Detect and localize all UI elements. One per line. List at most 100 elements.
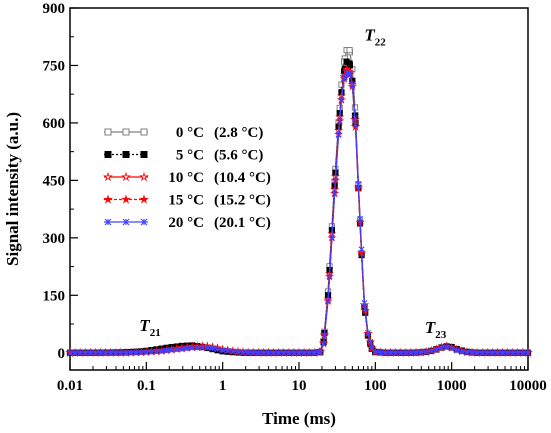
data-point [338, 96, 345, 103]
data-point [97, 349, 104, 356]
annotations: T21 T22 T23 [139, 25, 446, 341]
legend-label-temp: 0 °C [176, 125, 204, 141]
data-point [525, 349, 531, 356]
legend-item-2: 5 °C (5.6 °C) [104, 148, 263, 164]
data-point [387, 349, 394, 356]
data-point [234, 348, 241, 355]
data-point [296, 349, 302, 356]
legend-label-temp: 15 °C [168, 193, 204, 209]
data-point [199, 344, 206, 351]
data-point [245, 349, 252, 356]
data-point [133, 349, 140, 356]
x-tick-label: 0.01 [57, 378, 83, 394]
data-point [423, 348, 430, 355]
data-point [499, 349, 506, 356]
data-point [392, 349, 399, 356]
y-tick-label: 0 [58, 346, 66, 362]
data-point [458, 348, 465, 355]
data-point [189, 344, 196, 351]
data-point [377, 349, 384, 356]
data-point [306, 349, 313, 356]
y-tick-label: 150 [43, 288, 66, 304]
data-point [489, 349, 496, 356]
data-point [103, 171, 113, 182]
data-point [479, 349, 486, 356]
data-point [178, 346, 185, 352]
data-point [514, 349, 521, 356]
series-line [70, 49, 528, 354]
data-point [372, 349, 379, 355]
data-point [301, 349, 308, 356]
legend-label-measured: (20.1 °C) [214, 215, 271, 231]
data-point [364, 329, 371, 336]
data-point [117, 349, 124, 356]
data-point [104, 218, 112, 226]
data-point [229, 348, 236, 355]
series-markers [65, 64, 533, 357]
y-axis-title: Signal intensity (a.u.) [3, 112, 22, 266]
data-point [104, 128, 112, 136]
data-point [357, 215, 364, 222]
series-2 [66, 58, 532, 356]
series-3 [65, 64, 533, 357]
x-tick-label: 100 [364, 378, 387, 394]
data-point [321, 332, 328, 339]
data-point [474, 349, 481, 356]
data-point [107, 349, 114, 356]
data-point [336, 117, 343, 124]
data-point [104, 151, 112, 158]
series-markers [66, 47, 532, 356]
data-point [362, 306, 369, 313]
series-markers [66, 58, 532, 356]
peak-label-T21: T21 [139, 316, 160, 339]
data-point [413, 349, 420, 356]
data-point [224, 347, 231, 354]
series-line [70, 68, 528, 354]
x-tick-label: 0.1 [137, 378, 156, 394]
data-point [463, 349, 470, 356]
data-point [250, 349, 257, 356]
data-point [509, 349, 516, 356]
data-point [204, 344, 211, 351]
data-point [352, 121, 359, 128]
peak-label-T22: T22 [364, 25, 386, 48]
data-point [240, 349, 247, 356]
data-point [325, 298, 332, 305]
data-point [311, 349, 318, 356]
data-point [355, 181, 362, 188]
data-point [443, 344, 450, 351]
legend-item-3: 10 °C (10.4 °C) [103, 170, 271, 186]
data-point [265, 349, 272, 356]
data-point [346, 70, 353, 77]
data-point [82, 349, 89, 356]
data-point [143, 349, 150, 355]
legend-item-5: 20 °C (20.1 °C) [104, 215, 271, 231]
data-point [158, 348, 165, 354]
legend-label-measured: (5.6 °C) [214, 148, 263, 164]
data-point [139, 171, 149, 182]
data-point [494, 349, 501, 356]
data-point [320, 340, 327, 347]
data-point [67, 349, 73, 356]
data-point [453, 347, 460, 354]
series-1 [66, 47, 532, 356]
data-point [260, 349, 267, 356]
data-point [402, 349, 409, 356]
legend: 0 °C (2.8 °C) 5 °C (5.6 °C) 10 °C (10.4 °C) 15… [103, 125, 271, 231]
legend-label-temp: 10 °C [168, 170, 204, 186]
data-point [122, 151, 130, 158]
y-tick-label: 750 [43, 58, 66, 74]
data-point [184, 345, 191, 352]
data-point [121, 194, 131, 204]
data-point [77, 349, 84, 356]
legend-item-4: 15 °C (15.2 °C) [103, 193, 271, 209]
data-point [328, 234, 335, 241]
data-point [331, 190, 338, 197]
data-point [280, 349, 287, 356]
chart-axes: 0.01 0.1 1 10 100 1000 10000 0 150 300 450 600 750 90… [43, 1, 547, 394]
data-point [448, 345, 455, 352]
data-point [351, 115, 358, 121]
data-point [504, 349, 511, 356]
data-point [349, 81, 356, 88]
